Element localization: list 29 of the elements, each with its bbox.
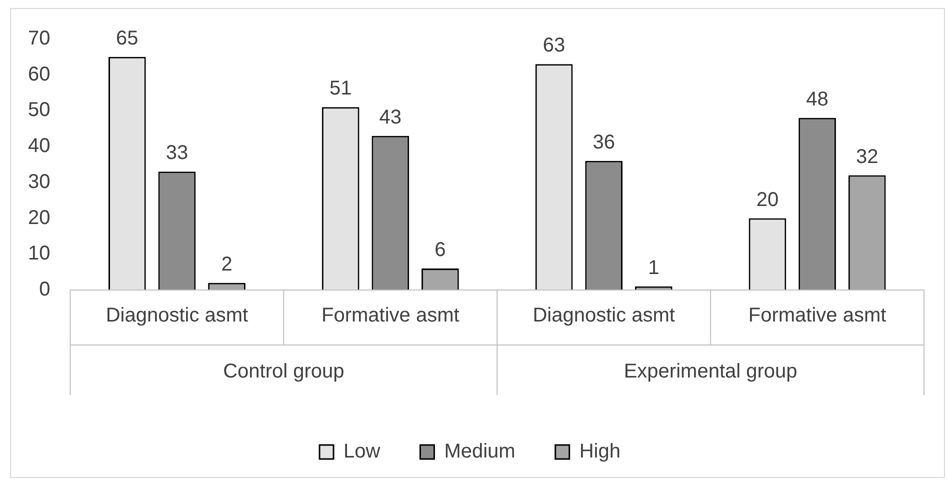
- data-label: 20: [756, 188, 779, 211]
- y-tick-label: 60: [28, 63, 50, 86]
- data-label: 36: [592, 131, 615, 154]
- data-label: 65: [116, 27, 138, 50]
- y-tick-label: 10: [28, 242, 50, 265]
- data-label: 6: [434, 239, 446, 261]
- data-label: 63: [542, 34, 566, 57]
- data-label: 32: [856, 146, 878, 168]
- y-tick-label: 50: [28, 99, 50, 122]
- y-tick-label: 0: [39, 278, 50, 301]
- text: Experimental group: [624, 360, 798, 383]
- data-label: 43: [379, 106, 402, 128]
- data-label: 51: [329, 78, 352, 100]
- x-tick-label: Formative asmt: [322, 304, 460, 327]
- y-tick-label: 20: [28, 206, 50, 229]
- y-tick-label: 40: [28, 135, 50, 158]
- data-label: 33: [166, 142, 188, 164]
- legend-label: Low: [344, 440, 381, 463]
- x-tick-label: Formative asmt: [748, 304, 887, 327]
- data-label: 48: [806, 88, 828, 110]
- text: Control group: [223, 360, 344, 383]
- legend-label: Medium: [444, 440, 516, 463]
- data-label: 2: [221, 253, 232, 276]
- legend-label: High: [579, 440, 620, 463]
- data-label: 1: [648, 256, 660, 279]
- y-tick-label: 30: [28, 170, 50, 193]
- x-tick-label: Diagnostic asmt: [106, 304, 249, 327]
- x-tick-label: Diagnostic asmt: [532, 304, 676, 327]
- y-tick-label: 70: [28, 28, 50, 50]
